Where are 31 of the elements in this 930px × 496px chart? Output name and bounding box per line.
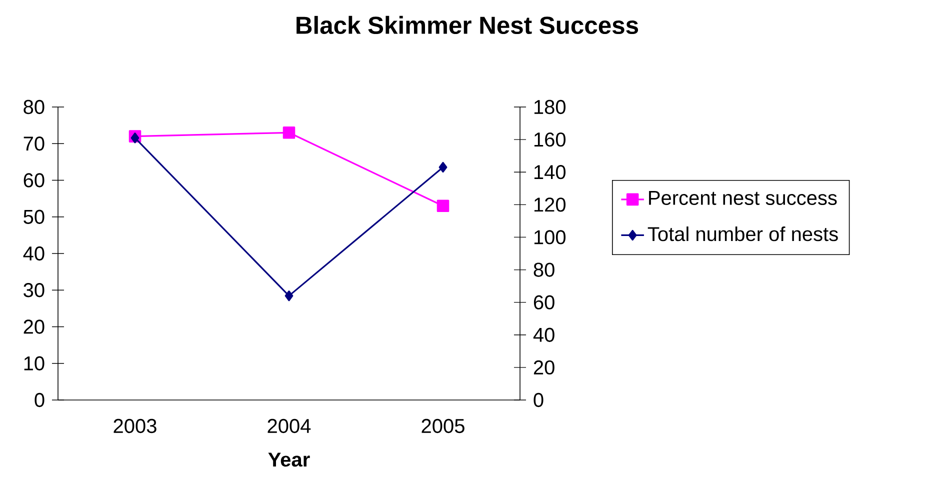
y2-tick-label: 80 xyxy=(534,262,554,277)
y2-tick-label: 60 xyxy=(534,295,554,310)
y-tick-label: 60 xyxy=(24,173,44,188)
point xyxy=(436,200,450,212)
y2-tick-label: 140 xyxy=(534,165,566,180)
y-tick-label: 40 xyxy=(23,246,44,261)
y-tick-label: 10 xyxy=(24,356,44,370)
point xyxy=(284,290,294,302)
x-axis-title: Year xyxy=(268,452,310,467)
y2-tick-label: 180 xyxy=(534,100,566,114)
legend-label: Total number of nests xyxy=(648,226,838,242)
y2-tick-label: 120 xyxy=(534,198,566,212)
y2-tick-label: 40 xyxy=(533,328,554,342)
point xyxy=(130,132,140,144)
chart-title: Black Skimmer Nest Success xyxy=(296,16,638,34)
y-tick-label: 0 xyxy=(34,392,44,408)
y-tick-label: 20 xyxy=(24,320,44,334)
y2-tick-label: 0 xyxy=(534,392,544,408)
x-tick-label: 2003 xyxy=(114,418,156,434)
y-tick-label: 30 xyxy=(24,283,44,298)
y2-tick-label: 160 xyxy=(534,132,566,147)
legend-label: Percent nest success xyxy=(649,191,837,205)
y-tick-label: 70 xyxy=(24,136,44,151)
point xyxy=(438,162,448,173)
x-tick-label: 2005 xyxy=(422,418,464,434)
point xyxy=(282,126,296,139)
y-tick-label: 50 xyxy=(24,210,44,224)
y2-tick-label: 100 xyxy=(534,230,566,244)
y2-tick-label: 20 xyxy=(534,360,554,375)
x-tick-label: 2004 xyxy=(268,418,311,434)
y-tick-label: 80 xyxy=(24,100,44,114)
